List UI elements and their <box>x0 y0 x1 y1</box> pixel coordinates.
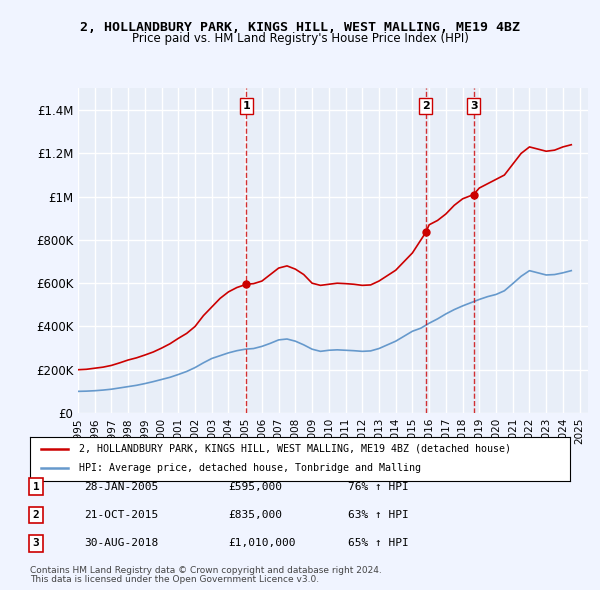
Text: 28-JAN-2005: 28-JAN-2005 <box>84 482 158 491</box>
Text: HPI: Average price, detached house, Tonbridge and Malling: HPI: Average price, detached house, Tonb… <box>79 464 421 473</box>
Text: 30-AUG-2018: 30-AUG-2018 <box>84 539 158 548</box>
Text: 76% ↑ HPI: 76% ↑ HPI <box>348 482 409 491</box>
Text: £835,000: £835,000 <box>228 510 282 520</box>
Text: 2: 2 <box>32 510 40 520</box>
Text: 1: 1 <box>242 101 250 111</box>
Text: 3: 3 <box>470 101 478 111</box>
Text: £595,000: £595,000 <box>228 482 282 491</box>
Text: £1,010,000: £1,010,000 <box>228 539 296 548</box>
Text: 65% ↑ HPI: 65% ↑ HPI <box>348 539 409 548</box>
Text: 3: 3 <box>32 539 40 548</box>
Text: This data is licensed under the Open Government Licence v3.0.: This data is licensed under the Open Gov… <box>30 575 319 584</box>
Text: 2, HOLLANDBURY PARK, KINGS HILL, WEST MALLING, ME19 4BZ: 2, HOLLANDBURY PARK, KINGS HILL, WEST MA… <box>80 21 520 34</box>
Text: 21-OCT-2015: 21-OCT-2015 <box>84 510 158 520</box>
Text: Price paid vs. HM Land Registry's House Price Index (HPI): Price paid vs. HM Land Registry's House … <box>131 32 469 45</box>
Text: Contains HM Land Registry data © Crown copyright and database right 2024.: Contains HM Land Registry data © Crown c… <box>30 566 382 575</box>
Text: 63% ↑ HPI: 63% ↑ HPI <box>348 510 409 520</box>
Text: 2: 2 <box>422 101 430 111</box>
Text: 2, HOLLANDBURY PARK, KINGS HILL, WEST MALLING, ME19 4BZ (detached house): 2, HOLLANDBURY PARK, KINGS HILL, WEST MA… <box>79 444 511 454</box>
Text: 1: 1 <box>32 482 40 491</box>
